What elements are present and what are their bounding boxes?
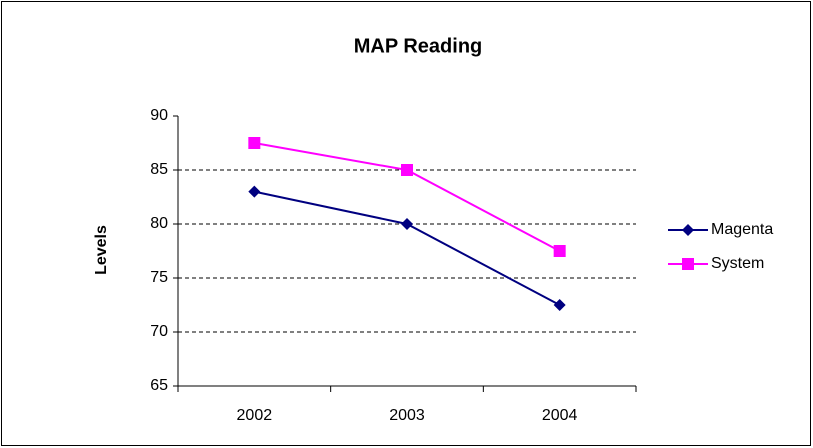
y-axis-label: Levels	[93, 225, 110, 275]
x-tick-label: 2003	[389, 407, 425, 424]
data-point	[553, 245, 566, 257]
legend-marker	[682, 224, 694, 236]
y-tick-label: 75	[150, 269, 168, 286]
x-tick-label: 2004	[542, 407, 578, 424]
legend-label: Magenta	[711, 221, 773, 238]
y-tick-label: 90	[150, 107, 168, 124]
legend-label: System	[711, 255, 764, 272]
y-tick-label: 70	[150, 323, 168, 340]
data-point	[553, 299, 566, 311]
y-tick-label: 80	[150, 215, 168, 232]
data-point	[248, 137, 261, 149]
x-tick-label: 2002	[237, 407, 273, 424]
data-point	[248, 185, 261, 198]
y-tick-label: 65	[150, 377, 168, 394]
chart-title: MAP Reading	[354, 35, 483, 57]
data-point	[401, 218, 413, 230]
data-point	[401, 164, 413, 176]
y-tick-label: 85	[150, 161, 168, 178]
legend-marker	[682, 258, 694, 270]
